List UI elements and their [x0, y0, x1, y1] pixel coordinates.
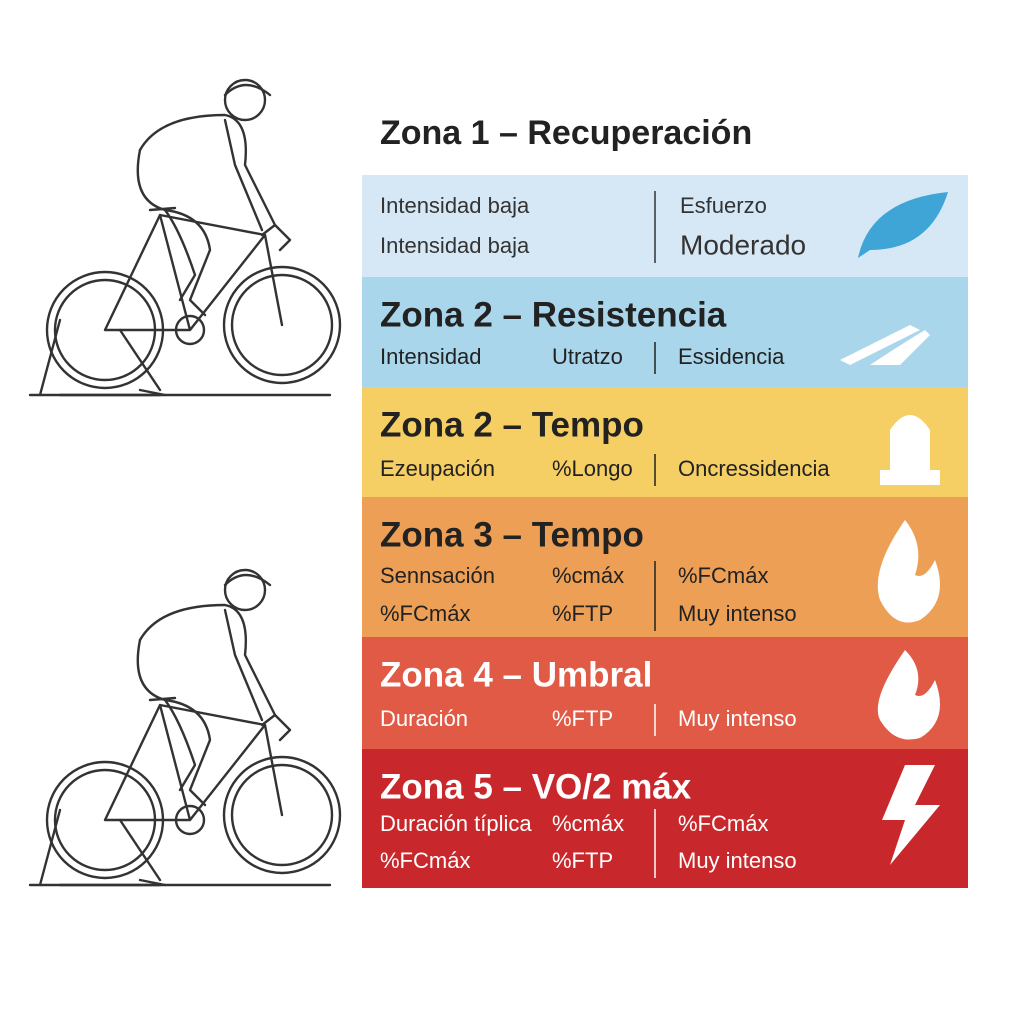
main-title: Zona 1 – Recuperación — [380, 114, 752, 152]
zone-cell: Oncressidencia — [678, 456, 830, 481]
zone-cell: %FCmáx — [380, 848, 470, 873]
band-background — [362, 277, 968, 387]
zone-cell: Intensidad — [380, 344, 482, 369]
zone-cell: %cmáx — [552, 811, 624, 836]
band-background — [362, 497, 968, 637]
cyclist-illustration — [28, 568, 342, 887]
band-background — [362, 175, 968, 277]
zone-cell: Moderado — [680, 229, 806, 260]
zone-cell: Muy intenso — [678, 601, 797, 626]
zone-band: Zona 4 – Umbral Duración %FTP Muy intenso — [362, 637, 968, 749]
zone-band: Zona 3 – Tempo Sennsación %cmáx %FCmáx %FCmá… — [362, 497, 968, 637]
zone-title: Zona 2 – Resistencia — [380, 295, 727, 334]
zone-cell: Intensidad baja — [380, 233, 530, 258]
zone-band: Zona 2 – Tempo Ezeupación %Longo Oncresside… — [362, 387, 968, 497]
zone-cell: %FCmáx — [678, 563, 768, 588]
zone-cell: %FTP — [552, 706, 613, 731]
zone-title: Zona 5 – VO/2 máx — [380, 767, 692, 806]
zone-cell: Utratzo — [552, 344, 623, 369]
zone-cell: %cmáx — [552, 563, 624, 588]
zone-title: Zona 2 – Tempo — [380, 405, 644, 444]
zone-cell: %Longo — [552, 456, 633, 481]
zone-band: Intensidad baja Esfuerzo Intensidad baja Mo… — [362, 175, 968, 277]
icons — [835, 192, 948, 865]
zone-cell: Sennsación — [380, 563, 495, 588]
zone-title: Zona 4 – Umbral — [380, 655, 652, 694]
zone-cell: %FTP — [552, 848, 613, 873]
zone-cell: Muy intenso — [678, 706, 797, 731]
band-background — [362, 387, 968, 497]
zone-cell: Muy intenso — [678, 848, 797, 873]
band-background — [362, 637, 968, 749]
zone-cell: Ezeupación — [380, 456, 495, 481]
zone-cell: %FTP — [552, 601, 613, 626]
zone-cell: Duración — [380, 706, 468, 731]
zone-cell: Intensidad baja — [380, 193, 530, 218]
zone-band: Zona 2 – Resistencia Intensidad Utratzo Ess… — [362, 277, 968, 387]
zone-cell: %FCmáx — [678, 811, 768, 836]
zone-band: Zona 5 – VO/2 máx Duración típlica %cmáx %F… — [362, 749, 968, 888]
band-background — [362, 749, 968, 888]
zone-cell: Essidencia — [678, 344, 785, 369]
zone-cell: Esfuerzo — [680, 193, 767, 218]
zone-title: Zona 3 – Tempo — [380, 515, 644, 554]
zone-cell: Duración típlica — [380, 811, 532, 836]
zone-cell: %FCmáx — [380, 601, 470, 626]
cyclist-illustration — [28, 78, 342, 397]
